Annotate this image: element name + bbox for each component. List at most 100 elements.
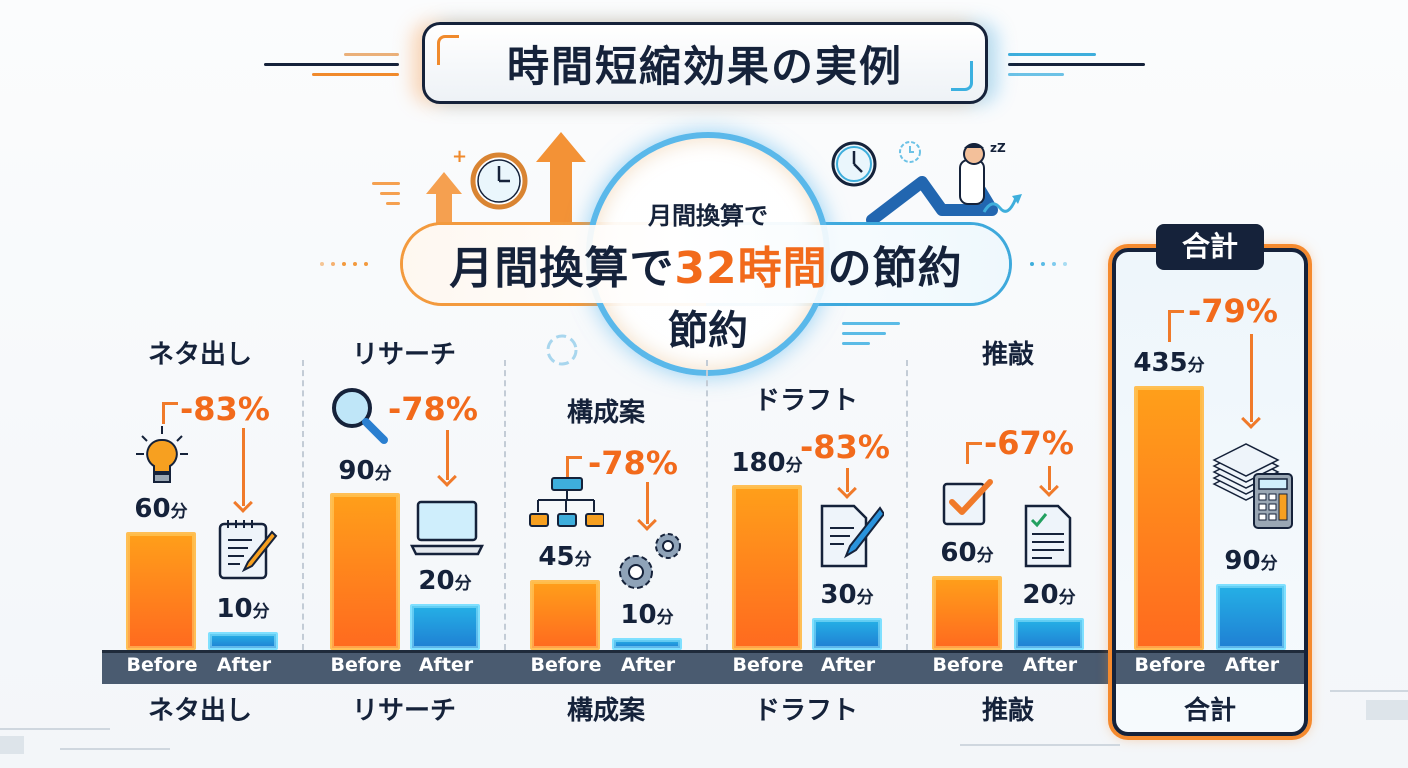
value-after: 30分 [820,580,874,610]
relaxing-person-icon: zZ [866,141,1006,224]
category-label: 構成案 [566,696,645,726]
arrow-down-icon [1048,466,1051,490]
arrow-head [637,511,657,531]
arrow-down-icon [646,482,649,524]
reduction-percent: -78% [388,390,478,428]
column-separator [504,360,506,650]
deco-line [380,192,400,195]
checked-document-icon [1024,504,1072,568]
reduction-percent: -78% [588,444,678,482]
title-deco-line [264,63,399,66]
axis-label-before: Before [126,654,198,676]
column-separator [706,360,708,650]
column-separator [302,360,304,650]
notepad-pencil-icon [218,520,278,580]
axis-label-before: Before [1134,654,1206,676]
reduction-bracket [1168,310,1184,342]
value-after: 20分 [1022,580,1076,610]
connector-dot [1030,262,1034,266]
bar-before [126,532,196,650]
lightbulb-icon [136,426,188,483]
connector-dot [1063,262,1067,266]
category-label: ネタ出し [147,696,252,726]
category-label: 推敲 [981,696,1034,726]
axis-label-after: After [620,654,676,676]
reduction-bracket [162,402,178,424]
deco-line [842,332,886,335]
reduction-percent: -83% [180,390,270,428]
banner-fill [403,225,1009,303]
banner-left-border [400,222,706,306]
reduction-bracket [966,442,982,464]
circuit-decoration [60,748,170,750]
value-after: 10分 [216,594,270,624]
value-before: 60分 [940,538,994,568]
circuit-block [0,736,24,754]
category-title: 構成案 [566,398,645,428]
bar-before [330,493,400,650]
dashed-circle-icon [546,334,578,366]
arrow-head [1039,477,1059,497]
deco-line [842,342,870,345]
clock-icon [831,141,877,187]
value-after: 10分 [620,600,674,630]
category-label: ドラフト [753,696,858,726]
category-label-total: 合計 [1183,696,1236,726]
axis-label-after: After [418,654,474,676]
plus-decoration: + [452,146,468,167]
category-label: リサーチ [351,696,456,726]
reduction-percent: -83% [800,428,890,466]
bar-after [612,638,682,650]
category-title: リサーチ [351,340,456,370]
papers-calculator-icon [1212,443,1293,529]
arrow-down-icon [242,428,245,506]
value-after: 20分 [418,566,472,596]
title-deco-line [1008,63,1145,66]
axis-label-after: After [820,654,876,676]
arrow-down-icon [446,430,449,480]
connector-dot [331,262,335,266]
deco-line [372,182,400,185]
flowchart-icon [529,477,604,527]
connector-dot [353,262,357,266]
title-deco-line [312,73,399,76]
connector-dot [1052,262,1056,266]
magnifier-icon [332,388,388,444]
bar-after [812,618,882,650]
banner-headline: 月間換算で 32時間 の節約 [400,226,1012,302]
axis-label-after: After [1224,654,1280,676]
title-corner-decoration [951,61,973,91]
axis-label-before: Before [330,654,402,676]
bar-after [208,632,278,650]
up-arrow-icon [426,172,462,224]
axis-label-before: Before [732,654,804,676]
bar-before-total [1134,386,1204,650]
bar-after [410,604,480,650]
gears-icon [619,533,681,589]
clock-icon [470,152,528,210]
reduction-percent-total: -79% [1188,292,1278,330]
laptop-icon [410,500,484,556]
title-box: 時間短縮効果の実例 [422,22,988,104]
axis-label-after: After [216,654,272,676]
reduction-bracket [566,456,582,478]
up-arrow-icon [536,132,586,222]
value-before: 45分 [538,542,592,572]
connector-dot [1041,262,1045,266]
total-x-axis-band [1116,650,1304,684]
total-badge: 合計 [1156,224,1264,270]
reduction-percent: -67% [984,424,1074,462]
category-title: ネタ出し [147,340,252,370]
circuit-decoration [0,728,110,730]
banner-right-border [706,222,1012,306]
axis-label-before: Before [932,654,1004,676]
value-before-total: 435分 [1133,348,1205,378]
category-title: 推敲 [981,340,1034,370]
value-before: 180分 [731,448,803,478]
arrow-down-icon [1250,334,1253,422]
deco-line [386,202,400,205]
bar-after-total [1216,584,1286,650]
title-deco-line [344,53,399,56]
axis-label-after: After [1022,654,1078,676]
title-deco-line [1008,73,1064,76]
